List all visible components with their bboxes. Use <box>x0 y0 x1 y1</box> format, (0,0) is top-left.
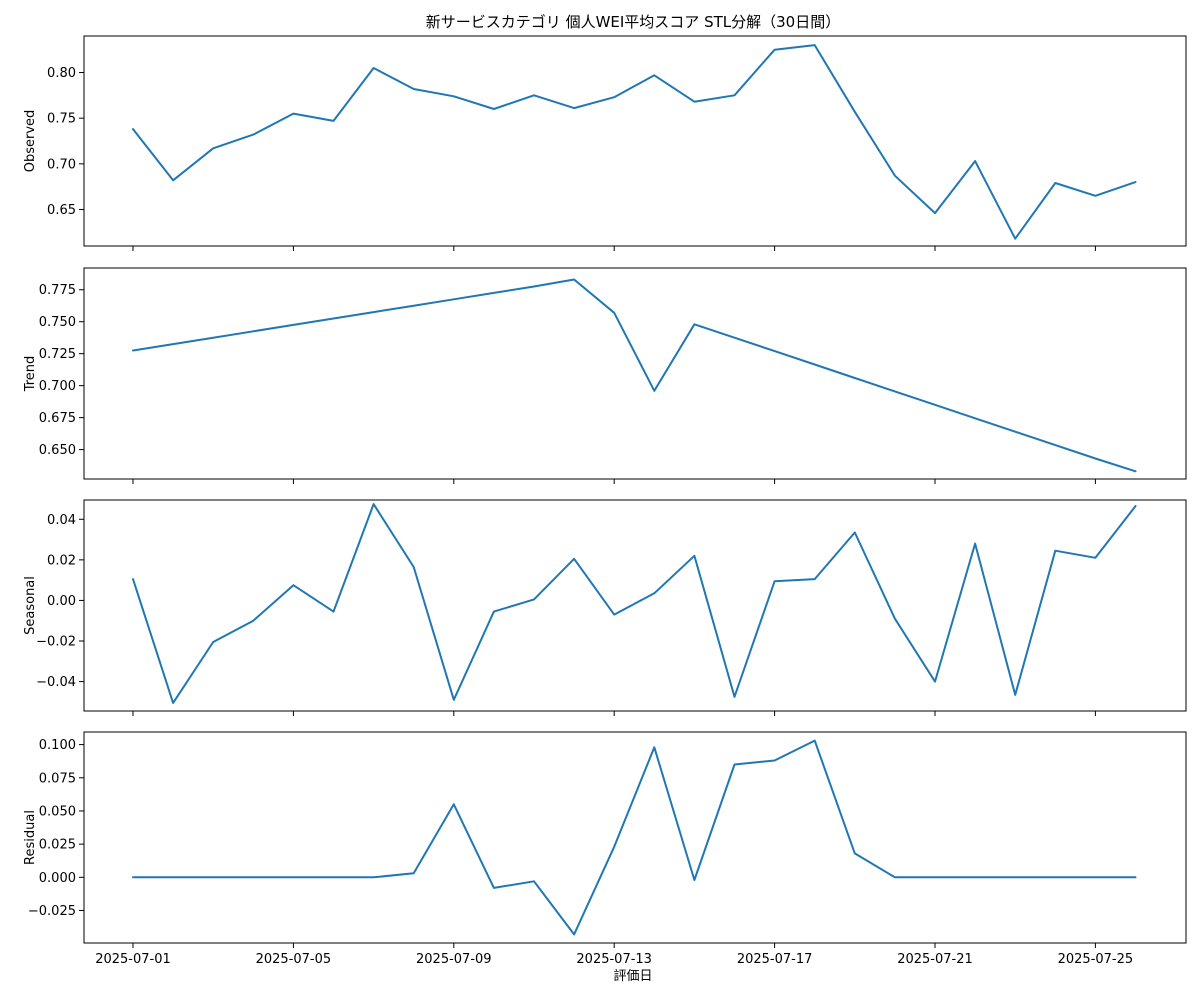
y-tick-label: 0.100 <box>39 738 76 753</box>
plot-frame <box>83 267 1187 480</box>
y-tick-label: 0.750 <box>39 315 76 330</box>
y-tick-label: 0.70 <box>47 157 76 172</box>
series-line-residual <box>132 739 1137 936</box>
plot-frame <box>83 499 1187 712</box>
y-tick-label: 0.02 <box>47 553 76 568</box>
y-tick-label: −0.025 <box>28 904 76 919</box>
x-axis-label: 評価日 <box>613 969 652 984</box>
y-axis-label: Observed <box>23 110 38 173</box>
plot-frame <box>83 731 1187 944</box>
x-tick-label: 2025-07-21 <box>897 952 973 967</box>
y-tick-label: 0.000 <box>39 871 76 886</box>
x-tick-label: 2025-07-05 <box>256 952 332 967</box>
y-tick-label: 0.700 <box>39 379 76 394</box>
y-tick-label: 0.675 <box>39 411 76 426</box>
y-axis-label: Seasonal <box>23 576 38 635</box>
y-tick-label: 0.04 <box>47 513 76 528</box>
series-line-seasonal <box>132 503 1137 704</box>
y-axis-label: Residual <box>23 810 38 865</box>
x-tick-label: 2025-07-09 <box>416 952 492 967</box>
series-line-trend <box>132 278 1137 473</box>
y-axis-label: Trend <box>23 356 38 393</box>
panels-group: 0.650.700.750.80Observed0.6500.6750.7000… <box>23 35 1187 967</box>
y-tick-label: 0.075 <box>39 771 76 786</box>
x-tick-label: 2025-07-13 <box>576 952 652 967</box>
y-tick-label: 0.00 <box>47 594 76 609</box>
y-tick-label: 0.65 <box>47 203 76 218</box>
y-tick-label: 0.775 <box>39 283 76 298</box>
panel-residual: −0.025 0.000 0.025 0.050 0.075 0.100 Residual 2… <box>23 731 1187 967</box>
y-tick-label: 0.725 <box>39 347 76 362</box>
y-tick-label: 0.650 <box>39 443 76 458</box>
x-tick-label: 2025-07-01 <box>95 952 171 967</box>
y-tick-label: 0.75 <box>47 112 76 127</box>
y-tick-label: 0.025 <box>39 838 76 853</box>
chart-title: 新サービスカテゴリ 個人WEI平均スコア STL分解（30日間） <box>426 13 840 31</box>
y-tick-label: 0.80 <box>47 66 76 81</box>
y-tick-label: −0.04 <box>36 675 76 690</box>
panel-observed: 0.65 0.70 0.75 0.80 Observed <box>23 35 1187 251</box>
x-tick-label: 2025-07-17 <box>737 952 813 967</box>
series-line-observed <box>132 44 1137 240</box>
panel-trend: 0.650 0.675 0.700 0.725 0.750 0.775 Trend <box>23 267 1187 484</box>
y-tick-label: −0.02 <box>36 635 76 650</box>
x-tick-label: 2025-07-25 <box>1058 952 1134 967</box>
y-tick-label: 0.050 <box>39 804 76 819</box>
plot-frame <box>83 35 1187 247</box>
panel-seasonal: −0.04 −0.02 0.00 0.02 0.04 Seasonal <box>23 499 1187 716</box>
